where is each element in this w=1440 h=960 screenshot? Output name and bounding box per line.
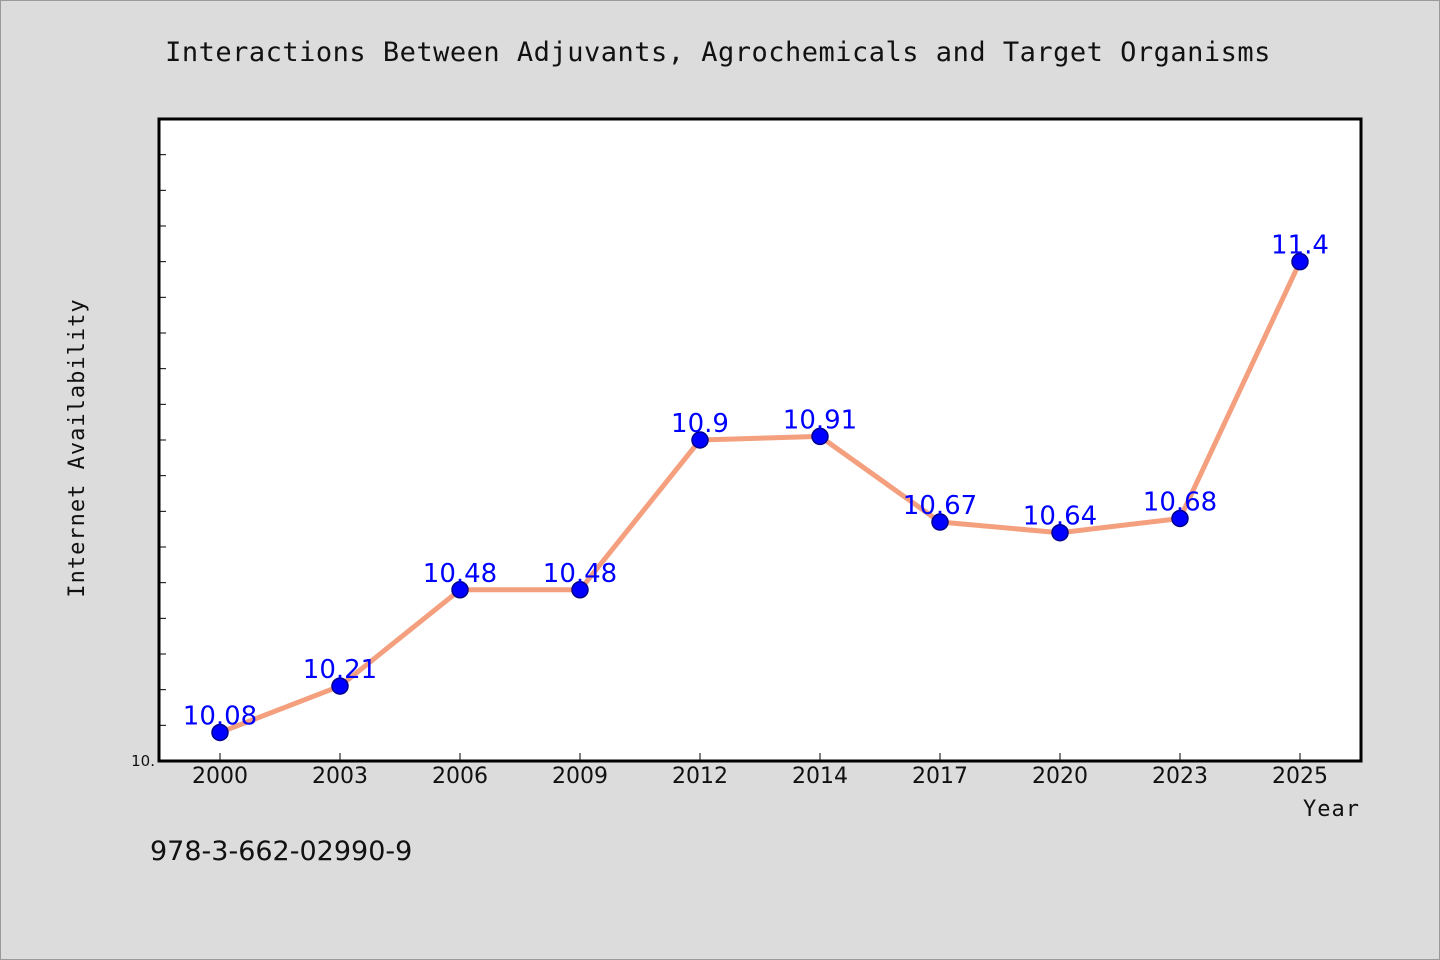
x-tick-label: 2006 — [432, 764, 488, 789]
x-tick-label: 2009 — [552, 764, 608, 789]
x-tick-label: 2017 — [912, 764, 968, 789]
data-labels: 10.08 10.21 10.48 10.48 10.9 10.91 10.67 10.64 1… — [183, 231, 1329, 732]
isbn-text: 978-3-662-02990-9 — [150, 836, 413, 867]
x-axis-ticks — [219, 753, 1301, 761]
data-label: 10.08 — [183, 701, 257, 731]
data-point — [811, 427, 829, 446]
x-tick-label: 2020 — [1032, 764, 1088, 789]
data-point — [571, 581, 589, 599]
data-point — [931, 513, 949, 531]
x-tick-label: 2014 — [792, 764, 848, 789]
y-tick-label: 10. — [131, 752, 155, 770]
data-point — [1291, 252, 1309, 271]
plot-area — [157, 117, 1363, 763]
chart-title: Interactions Between Adjuvants, Agrochem… — [165, 37, 1271, 68]
x-tick-label: 2003 — [312, 764, 368, 789]
x-axis-label: Year — [1303, 797, 1360, 822]
data-point — [331, 677, 349, 695]
data-label: 10.48 — [543, 559, 617, 589]
data-point — [451, 581, 469, 599]
data-label: 10.68 — [1143, 487, 1217, 517]
data-label: 10.48 — [423, 559, 497, 589]
data-label: 10.21 — [303, 655, 377, 685]
x-axis-tick-labels: 2000 2003 2006 2009 2012 2014 2017 2020 2023 2025 — [192, 764, 1328, 789]
series-line — [217, 259, 1303, 735]
y-axis-ticks — [159, 154, 166, 726]
x-tick-label: 2012 — [672, 764, 728, 789]
x-tick-label: 2025 — [1272, 764, 1328, 789]
data-label: 11.4 — [1271, 231, 1329, 261]
data-point — [211, 723, 229, 742]
data-point — [1171, 509, 1189, 528]
y-axis-label: Internet Availability — [65, 298, 90, 597]
data-markers — [211, 252, 1309, 742]
data-label: 10.67 — [903, 491, 977, 521]
y-axis-tick-labels: 10. — [131, 752, 155, 770]
data-point — [1051, 523, 1069, 542]
x-tick-label: 2000 — [192, 764, 248, 789]
x-tick-label: 2023 — [1152, 764, 1208, 789]
data-label: 10.9 — [671, 409, 729, 439]
data-label: 10.64 — [1023, 502, 1097, 532]
data-label: 10.91 — [783, 405, 857, 435]
data-point — [691, 431, 709, 449]
